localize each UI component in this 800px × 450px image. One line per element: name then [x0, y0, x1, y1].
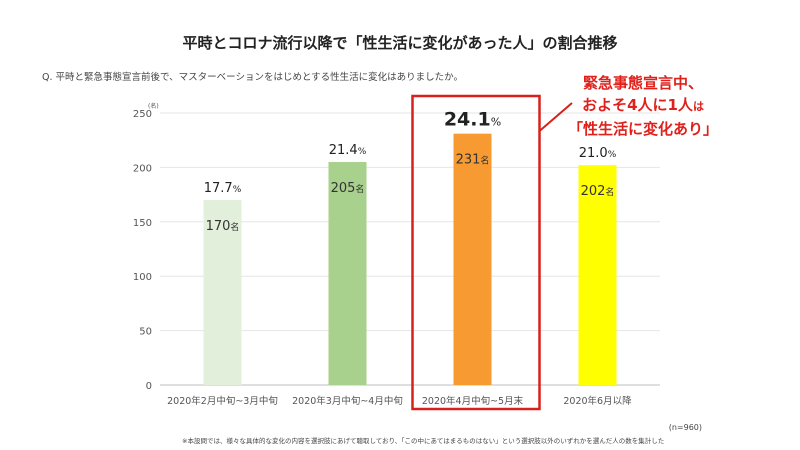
survey-question: Q. 平時と緊急事態宣言前後で、マスターベーションをはじめとする性生活に変化はあ…	[42, 72, 463, 83]
y-tick-label: 0	[146, 381, 152, 392]
bar	[578, 165, 617, 385]
y-tick-label: 50	[139, 327, 152, 338]
bar	[203, 200, 242, 385]
bar	[328, 161, 367, 385]
x-tick-label: 2020年2月中旬~3月中旬	[167, 395, 278, 407]
callout-leader-line	[538, 102, 573, 132]
percent-label: 21.0%	[579, 146, 617, 161]
percent-label: 17.7%	[204, 181, 242, 196]
x-tick-label: 2020年4月中旬~5月末	[422, 395, 524, 407]
value-label: 205名	[331, 181, 365, 196]
y-tick-label: 100	[133, 272, 152, 283]
value-label: 202名	[581, 184, 615, 199]
callout-line-2-main: およそ4人に1人	[582, 96, 693, 114]
x-tick-label: 2020年3月中旬~4月中旬	[292, 395, 403, 407]
callout-line-3: 「性生活に変化あり」	[567, 120, 718, 138]
value-label: 231名	[456, 153, 490, 168]
y-unit-label: (名)	[148, 102, 159, 110]
footnote: ※本設問では、様々な具体的な変化の内容を選択肢にあげて聴取しており、「この中にあ…	[182, 437, 665, 445]
callout-line-2: およそ4人に1人は	[548, 94, 738, 118]
bar	[453, 133, 492, 385]
highlight-box	[411, 94, 541, 411]
y-tick-label: 150	[133, 218, 152, 229]
y-tick-label: 200	[133, 163, 152, 174]
x-tick-label: 2020年6月以降	[563, 395, 632, 407]
y-tick-label: 250	[133, 109, 152, 120]
sample-size: (n=960)	[668, 423, 702, 432]
value-label: 170名	[206, 219, 240, 234]
chart-title: 平時とコロナ流行以降で「性生活に変化があった人」の割合推移	[182, 34, 618, 52]
callout-line-2-particle: は	[692, 100, 704, 113]
percent-label: 21.4%	[329, 143, 367, 158]
callout-line-1: 緊急事態宣言中、	[582, 74, 703, 92]
percent-label: 24.1%	[444, 109, 501, 131]
callout-annotation: 緊急事態宣言中、 およそ4人に1人は 「性生活に変化あり」	[548, 72, 738, 140]
